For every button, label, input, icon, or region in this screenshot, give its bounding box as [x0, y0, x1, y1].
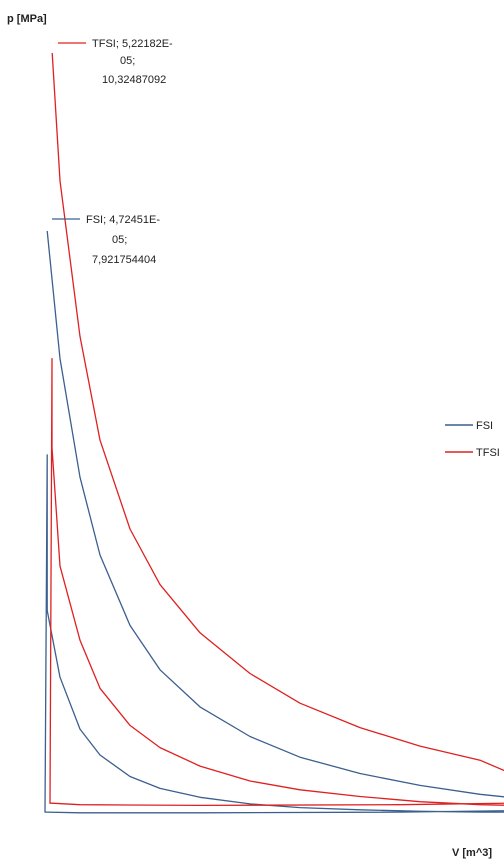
- annotation-fsi-line-2: 05;: [112, 234, 127, 246]
- annotation-tfsi: TFSI; 5,22182E- 05; 10,32487092: [58, 38, 173, 86]
- legend: FSI TFSI: [445, 420, 500, 459]
- annotation-tfsi-line-3: 10,32487092: [102, 74, 166, 86]
- annotation-fsi-line-1: FSI; 4,72451E-: [86, 214, 160, 226]
- legend-label-tfsi: TFSI: [476, 447, 500, 459]
- series-line-tfsi: [49, 52, 504, 807]
- series-line-fsi: [44, 230, 504, 814]
- annotation-tfsi-line-1: TFSI; 5,22182E-: [92, 38, 173, 50]
- legend-label-fsi: FSI: [476, 420, 493, 432]
- annotation-fsi: FSI; 4,72451E- 05; 7,921754404: [52, 214, 160, 266]
- x-axis-label: V [m^3]: [452, 847, 492, 859]
- annotation-tfsi-line-2: 05;: [120, 55, 135, 67]
- annotation-fsi-line-3: 7,921754404: [92, 254, 156, 266]
- y-axis-label: p [MPa]: [7, 13, 47, 25]
- plot-area: [44, 52, 504, 814]
